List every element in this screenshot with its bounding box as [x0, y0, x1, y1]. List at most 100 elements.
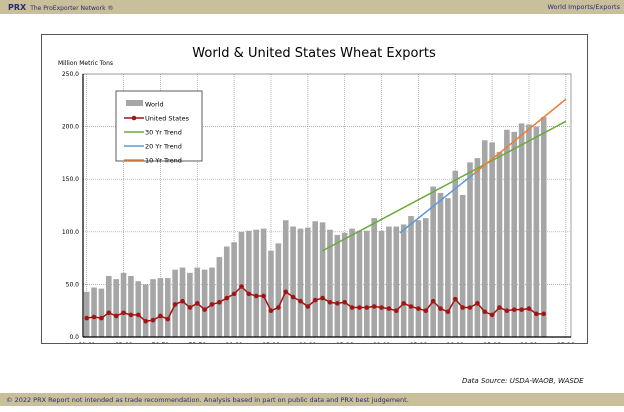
world-bar	[437, 192, 444, 337]
us-point	[172, 302, 178, 307]
x-tick-label: 95-96	[336, 342, 354, 343]
world-bar	[91, 287, 97, 337]
world-bar	[105, 275, 112, 337]
world-bar	[128, 275, 134, 337]
brand-logo: PRX	[8, 2, 27, 12]
us-point	[320, 295, 325, 301]
world-bar	[452, 170, 459, 337]
us-point	[497, 305, 502, 310]
x-tick-label: 70-71	[152, 342, 170, 343]
world-bar	[356, 230, 363, 337]
world-bar	[430, 186, 436, 337]
us-point	[541, 311, 547, 317]
us-point	[430, 298, 436, 304]
world-bar	[246, 230, 252, 337]
y-tick-label: 50.0	[66, 281, 80, 288]
x-tick-label: 05-06	[410, 342, 428, 343]
chart-title: World & United States Wheat Exports	[192, 46, 436, 61]
us-point	[106, 310, 112, 316]
us-point	[231, 291, 237, 297]
world-bar	[113, 279, 119, 337]
us-point	[305, 304, 311, 309]
world-bar	[371, 218, 377, 337]
us-point	[519, 307, 524, 312]
us-point	[84, 315, 89, 321]
world-bar	[327, 229, 333, 337]
us-point	[482, 309, 488, 315]
trend-line-30-yr-trend	[322, 120, 567, 252]
us-point	[526, 306, 532, 311]
us-point	[423, 308, 429, 314]
chart-frame: World & United States Wheat Exports Milli…	[41, 34, 588, 349]
world-bar	[253, 229, 260, 337]
us-point	[165, 316, 171, 322]
us-point	[187, 305, 193, 310]
x-tick-label: 10-11	[447, 342, 465, 343]
world-bar	[504, 129, 510, 337]
legend-box	[115, 90, 203, 162]
legend-label: United States	[145, 115, 190, 123]
us-point	[209, 302, 215, 307]
x-tick-label: 00-01	[373, 342, 391, 343]
world-bar	[268, 250, 274, 337]
world-bar	[164, 278, 171, 337]
world-bar	[393, 226, 400, 337]
section-title: World Imports/Exports	[547, 3, 620, 11]
y-axis-label: Million Metric Tons	[58, 60, 113, 67]
us-point	[438, 306, 443, 311]
world-bar	[364, 230, 370, 337]
world-bar	[474, 158, 481, 337]
world-bar	[135, 281, 142, 337]
wheat-exports-chart: World & United States Wheat Exports Milli…	[58, 46, 575, 349]
us-point	[534, 311, 539, 317]
x-tick-label: 80-81	[225, 342, 243, 343]
legend-marker	[131, 115, 137, 121]
us-point	[298, 298, 303, 304]
us-point	[467, 305, 473, 310]
legend-label: 10 Yr Trend	[145, 157, 182, 165]
network-name: The ProExporter Network ®	[30, 4, 114, 12]
us-point	[202, 307, 207, 312]
us-point	[268, 308, 274, 314]
us-point	[379, 305, 384, 310]
us-point	[401, 301, 406, 306]
us-point	[475, 301, 480, 306]
legend-label: World	[145, 101, 164, 109]
world-bar	[349, 228, 355, 337]
us-point	[489, 312, 495, 318]
us-point	[357, 305, 362, 310]
y-tick-label: 200.0	[62, 124, 79, 131]
us-point	[364, 305, 370, 310]
us-point	[342, 299, 347, 305]
world-bar	[157, 278, 164, 337]
us-point	[113, 313, 119, 319]
world-bar	[540, 117, 547, 337]
us-point	[143, 318, 148, 324]
us-point	[239, 284, 244, 289]
world-bar	[467, 162, 473, 337]
trend-line-20-yr-trend	[399, 173, 475, 234]
legend-label: 20 Yr Trend	[145, 143, 182, 151]
us-point	[180, 298, 185, 304]
x-tick-label: 75-76	[189, 342, 207, 343]
x-tick-label: 90-91	[299, 342, 317, 343]
world-bar	[142, 284, 149, 337]
data-source: Data Source: USDA-WAOB, WASDE	[462, 377, 584, 385]
trend-line-10-yr-trend	[473, 98, 567, 175]
world-bar	[526, 124, 532, 337]
world-bar	[187, 272, 193, 337]
world-bar	[533, 126, 540, 337]
us-point	[91, 314, 97, 320]
world-bar	[150, 279, 156, 337]
world-bar	[481, 140, 488, 337]
x-tick-label: 25-26	[557, 342, 575, 343]
us-point	[386, 306, 392, 311]
world-bar	[489, 142, 495, 337]
world-bar	[275, 243, 282, 337]
us-point	[445, 309, 451, 315]
x-tick-label: 85-86	[262, 342, 280, 343]
us-point	[504, 308, 510, 314]
world-bar	[445, 198, 451, 337]
legend-label: 30 Yr Trend	[145, 129, 182, 137]
us-point	[224, 295, 230, 301]
